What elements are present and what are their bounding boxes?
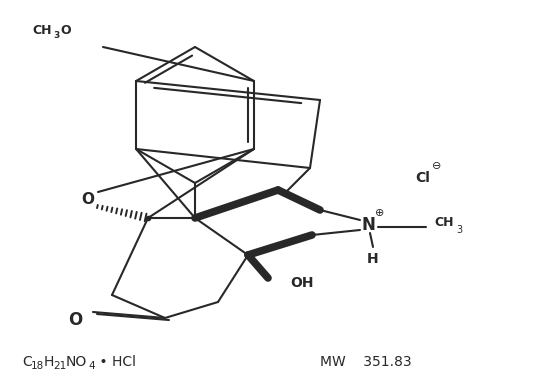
Text: 21: 21: [53, 361, 66, 371]
Text: 4: 4: [88, 361, 95, 371]
Text: ⊖: ⊖: [433, 161, 442, 171]
Text: Cl: Cl: [415, 171, 430, 185]
Text: O: O: [81, 193, 94, 208]
Text: 18: 18: [31, 361, 44, 371]
Text: O: O: [68, 311, 82, 329]
Text: ⊕: ⊕: [375, 208, 385, 218]
Text: O: O: [60, 23, 71, 36]
Text: H: H: [44, 355, 54, 369]
Text: OH: OH: [290, 276, 314, 290]
Text: • HCl: • HCl: [95, 355, 136, 369]
Text: NO: NO: [66, 355, 87, 369]
Text: 3: 3: [53, 31, 59, 41]
Text: 3: 3: [456, 225, 462, 235]
Text: H: H: [367, 252, 379, 266]
Text: MW    351.83: MW 351.83: [320, 355, 412, 369]
Text: CH: CH: [434, 216, 453, 229]
Text: N: N: [361, 216, 375, 234]
Text: C: C: [22, 355, 32, 369]
Text: CH: CH: [32, 23, 51, 36]
